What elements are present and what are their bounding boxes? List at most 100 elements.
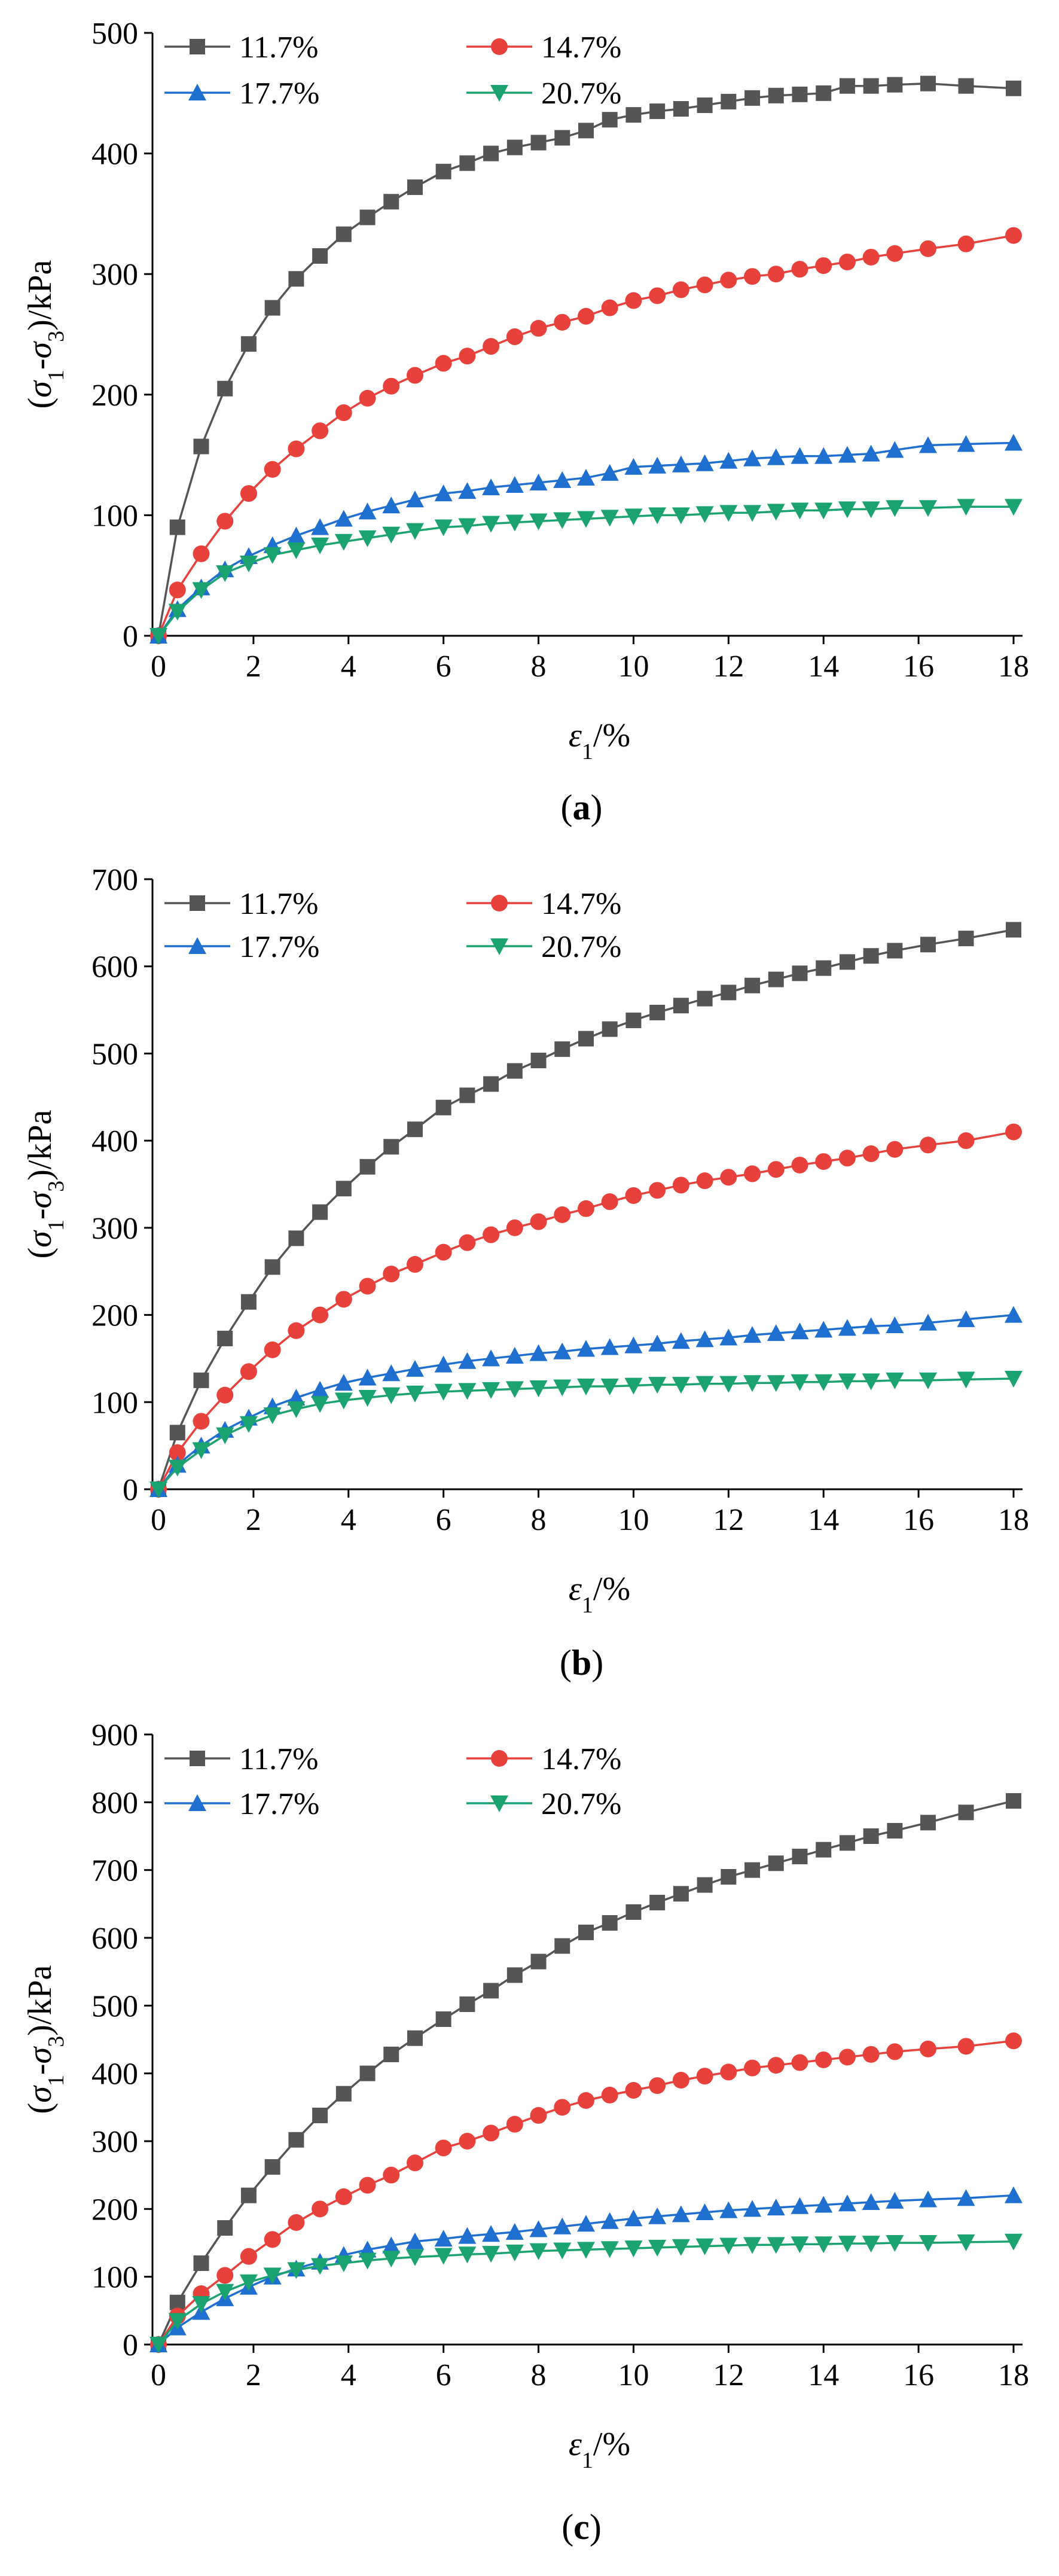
data-point [239, 2274, 258, 2291]
y-axis-label: (σ1-σ3)/kPa [22, 260, 69, 408]
data-point [505, 514, 524, 532]
data-point [312, 1204, 328, 1220]
data-point [193, 2255, 209, 2271]
x-tick-label: 2 [246, 2358, 261, 2392]
data-point [383, 194, 399, 210]
y-tick-label: 800 [91, 1786, 138, 1820]
data-point [1006, 922, 1021, 938]
legend-entry: 11.7% [164, 1742, 318, 1776]
legend-entry: 11.7% [164, 31, 318, 65]
data-point [886, 500, 904, 517]
data-point [406, 1385, 424, 1403]
y-tick-label: 500 [91, 1037, 138, 1071]
data-point [815, 1153, 832, 1170]
data-point [193, 438, 209, 455]
data-point [648, 2207, 667, 2224]
data-point [695, 2238, 714, 2255]
data-point [886, 2235, 904, 2252]
x-tick-label: 8 [531, 650, 547, 684]
data-point [169, 581, 186, 599]
series-20.7% [149, 2233, 1023, 2354]
legend-entry: 14.7% [466, 887, 621, 921]
data-point [434, 2230, 453, 2247]
legend-entry: 20.7% [466, 930, 621, 964]
data-point [530, 135, 547, 151]
data-point [288, 271, 304, 287]
y-axis-label: (σ1-σ3)/kPa [22, 1109, 69, 1258]
legend-label: 14.7% [541, 1742, 621, 1776]
data-point [458, 2246, 477, 2264]
data-point [288, 440, 305, 458]
y-tick-label: 0 [123, 2328, 138, 2362]
x-tick-label: 18 [998, 650, 1029, 684]
data-point [744, 1165, 761, 1182]
data-point [483, 1226, 500, 1243]
legend-marker [188, 1794, 206, 1811]
data-point [673, 101, 689, 117]
data-point [957, 435, 975, 452]
data-point [459, 1234, 476, 1251]
data-point [216, 2267, 234, 2284]
data-point [862, 2193, 880, 2210]
data-point [816, 1842, 832, 1858]
data-point [862, 1145, 880, 1162]
legend-marker [490, 1795, 508, 1812]
data-point [577, 468, 595, 486]
data-point [601, 1193, 618, 1211]
data-point [506, 328, 523, 346]
legend-marker [190, 39, 205, 54]
data-point [862, 2236, 880, 2253]
data-point [358, 502, 377, 520]
data-point [577, 511, 595, 528]
data-point [482, 478, 500, 496]
data-point [886, 1372, 904, 1389]
data-point [406, 1359, 424, 1377]
data-point [482, 2225, 500, 2242]
data-point [839, 1835, 855, 1851]
y-tick-label: 200 [91, 1299, 138, 1333]
series-line [157, 234, 1014, 636]
data-point [920, 1815, 936, 1831]
data-point [743, 2200, 762, 2217]
data-point [334, 2255, 353, 2272]
data-point [767, 2057, 785, 2074]
data-point [957, 2189, 975, 2206]
data-point [672, 281, 689, 298]
data-point [838, 1319, 856, 1336]
data-point [383, 2046, 399, 2062]
data-point [648, 1377, 667, 1394]
y-tick-label: 100 [91, 2261, 138, 2295]
x-tick-label: 16 [903, 650, 934, 684]
data-point [719, 2201, 738, 2218]
data-point [578, 1924, 594, 1940]
data-point [791, 2197, 809, 2214]
x-tick-label: 0 [151, 2358, 166, 2392]
data-point [434, 2248, 453, 2265]
data-point [957, 1371, 975, 1389]
data-point [863, 948, 879, 964]
data-point [458, 482, 477, 499]
legend-marker [188, 937, 206, 954]
y-tick-label: 300 [91, 2125, 138, 2159]
data-point [957, 235, 975, 252]
data-point [407, 1256, 423, 1273]
x-tick-label: 4 [341, 1503, 356, 1537]
data-point [600, 1338, 619, 1355]
data-point [216, 2284, 234, 2301]
y-tick-label: 300 [91, 258, 138, 292]
data-point [791, 1322, 809, 1340]
series-line [157, 2040, 1014, 2345]
data-point [600, 1379, 619, 1396]
data-point [720, 272, 737, 289]
data-point [672, 2239, 690, 2256]
data-point [264, 2231, 281, 2248]
y-tick-label: 400 [91, 2057, 138, 2092]
data-point [149, 1481, 167, 1498]
data-point [383, 377, 400, 395]
data-point [767, 1375, 785, 1392]
x-tick-label: 8 [531, 1503, 547, 1537]
data-point [886, 441, 904, 458]
data-point [382, 2236, 401, 2254]
data-point [791, 447, 809, 464]
data-point [743, 2237, 762, 2254]
